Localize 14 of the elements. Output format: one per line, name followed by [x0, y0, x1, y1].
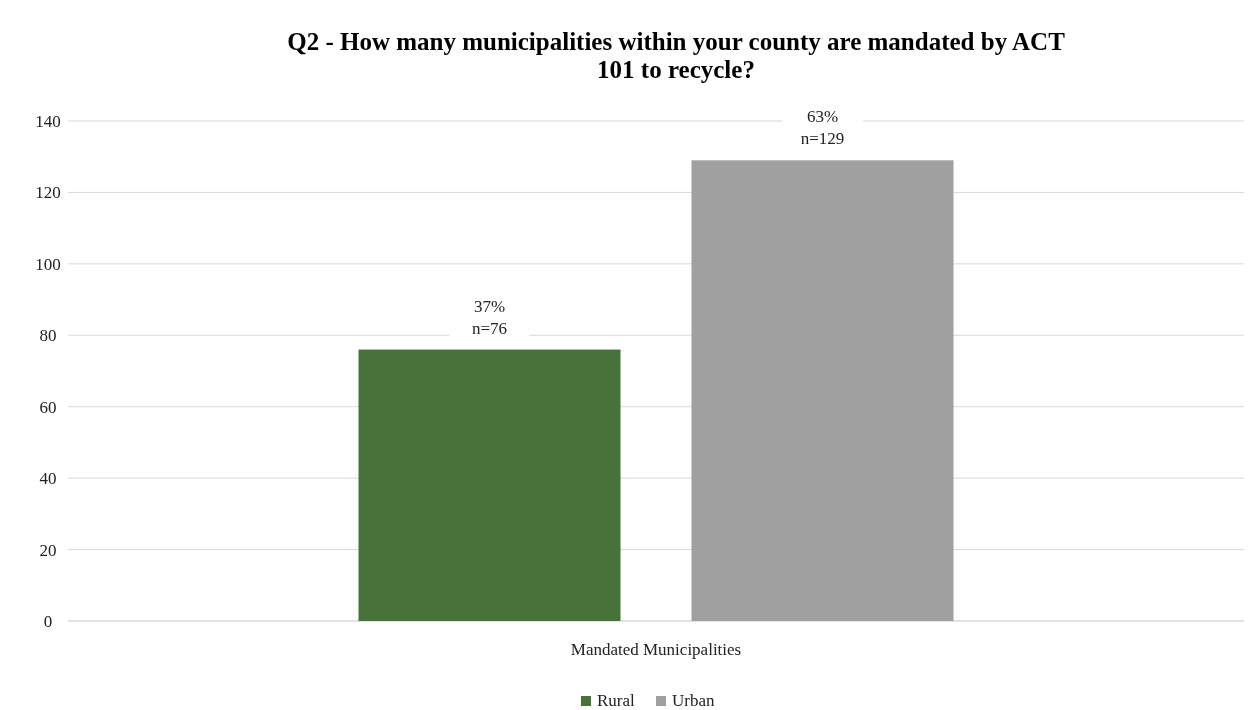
- y-tick-label: 60: [39, 397, 57, 417]
- legend-label: Rural: [597, 691, 636, 710]
- chart-title: Q2 - How many municipalities within your county are mandated by ACT 101 to recycle?: [287, 28, 1066, 83]
- y-tick-label: 120: [35, 183, 61, 203]
- data-label: 37% n=76: [471, 296, 508, 338]
- y-tick-label: 20: [39, 540, 57, 560]
- y-tick-label: 80: [39, 326, 57, 346]
- y-tick-label: 40: [39, 469, 57, 489]
- legend-label: Urban: [672, 691, 715, 710]
- data-label: 63% n=129: [800, 107, 845, 149]
- y-tick-label: 100: [35, 254, 61, 274]
- y-tick-label: 0: [43, 611, 53, 631]
- y-tick-label: 140: [35, 111, 61, 131]
- x-tick-label: Mandated Municipalities: [570, 640, 742, 659]
